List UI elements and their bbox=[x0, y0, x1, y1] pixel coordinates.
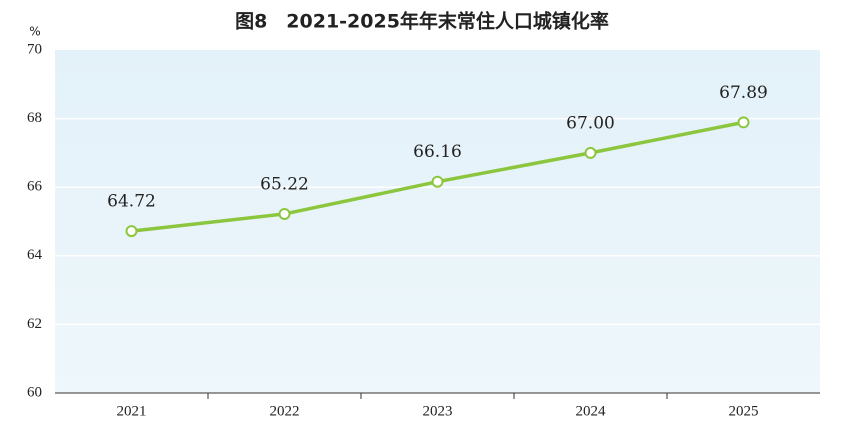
x-tick-label: 2024 bbox=[576, 403, 607, 419]
x-tick-label: 2021 bbox=[117, 403, 147, 419]
data-label: 67.89 bbox=[719, 83, 768, 103]
data-label: 67.00 bbox=[566, 113, 615, 133]
marker bbox=[431, 175, 444, 188]
y-tick-label: 70 bbox=[27, 41, 42, 57]
x-tick-label: 2022 bbox=[270, 403, 300, 419]
marker bbox=[584, 146, 597, 159]
y-tick-label: 60 bbox=[27, 384, 42, 400]
marker bbox=[278, 207, 291, 220]
y-tick-label: 62 bbox=[27, 316, 42, 332]
y-tick-label: 66 bbox=[27, 179, 43, 195]
y-axis-unit: % bbox=[29, 25, 40, 39]
x-tick-label: 2025 bbox=[729, 403, 759, 419]
y-tick-label: 68 bbox=[27, 110, 42, 126]
data-label: 65.22 bbox=[260, 174, 309, 194]
y-tick-label: 64 bbox=[27, 247, 43, 263]
chart-title: 图8 2021-2025年年末常住人口城镇化率 bbox=[235, 10, 609, 33]
plot-area bbox=[55, 50, 820, 393]
data-label: 64.72 bbox=[107, 192, 156, 212]
marker bbox=[125, 225, 138, 238]
x-tick-label: 2023 bbox=[423, 403, 453, 419]
marker bbox=[737, 116, 750, 129]
data-label: 66.16 bbox=[413, 142, 462, 162]
